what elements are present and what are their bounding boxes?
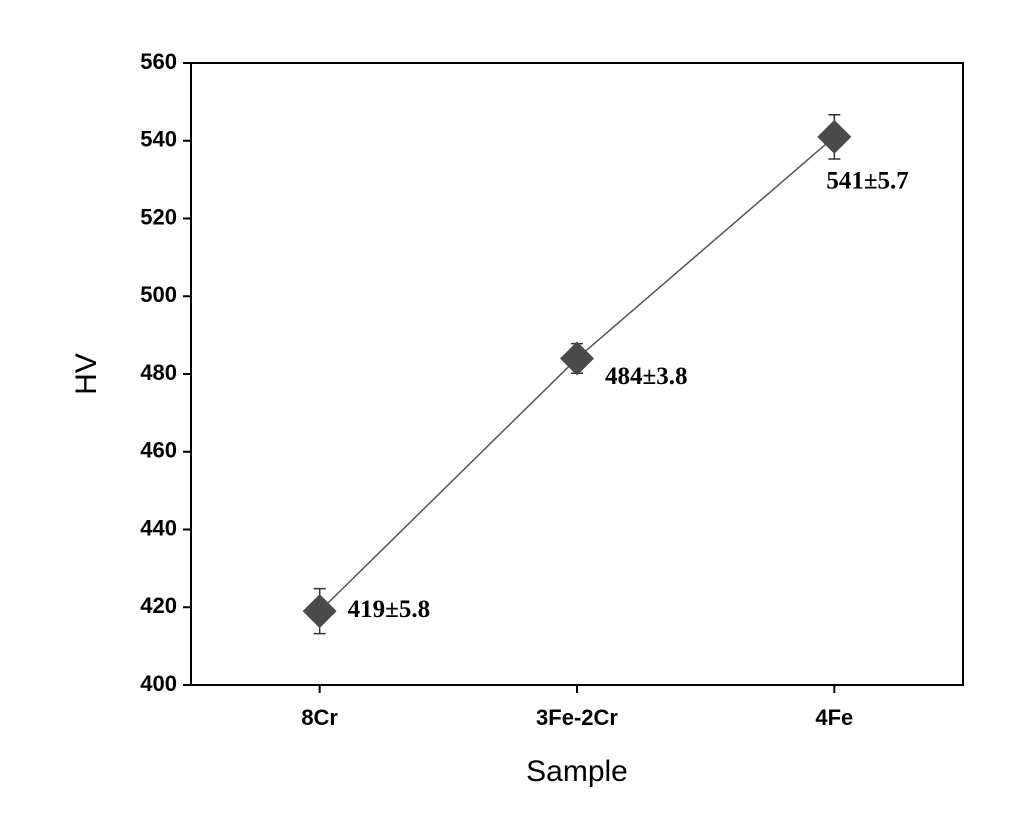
marker bbox=[560, 341, 594, 376]
x-tick-label: 4Fe bbox=[815, 705, 853, 730]
value-label: 419±5.8 bbox=[348, 596, 430, 623]
y-tick-label: 460 bbox=[140, 438, 177, 463]
marker bbox=[302, 594, 337, 629]
value-label: 541±5.7 bbox=[826, 168, 908, 195]
value-label: 484±3.8 bbox=[605, 363, 687, 390]
y-tick-label: 560 bbox=[140, 49, 177, 74]
y-tick-label: 420 bbox=[140, 593, 177, 618]
y-tick-label: 400 bbox=[140, 671, 177, 696]
y-axis-title: HV bbox=[70, 353, 103, 395]
y-tick-label: 440 bbox=[140, 515, 177, 540]
marker bbox=[817, 119, 852, 154]
x-tick-label: 3Fe-2Cr bbox=[536, 705, 618, 730]
x-axis-title: Sample bbox=[526, 755, 628, 788]
y-tick-label: 500 bbox=[140, 282, 177, 307]
y-tick-label: 520 bbox=[140, 204, 177, 229]
x-tick-label: 8Cr bbox=[301, 705, 338, 730]
y-tick-label: 540 bbox=[140, 127, 177, 152]
y-tick-label: 480 bbox=[140, 360, 177, 385]
